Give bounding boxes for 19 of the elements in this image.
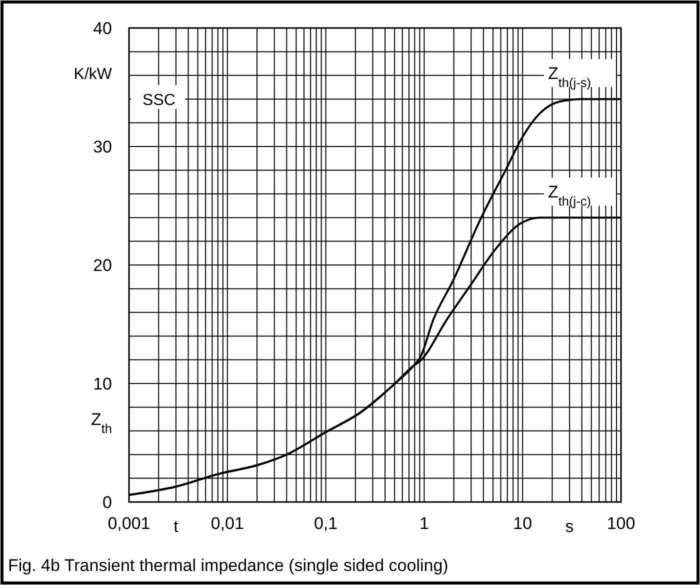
y-tick-label: 20: [93, 256, 112, 275]
x-axis-title: t: [174, 517, 179, 536]
y-axis-title: Z$_{th}$: [90, 410, 112, 436]
y-tick-label: 40: [93, 19, 112, 38]
series-label: Z$_{th(j-s)}$: [548, 64, 591, 90]
x-tick-label: 1: [419, 514, 429, 533]
text: Fig. 4b Transient thermal impedance (single sided cooling): [8, 556, 448, 575]
x-tick-label: 0,01: [210, 514, 244, 533]
x-tick-label: 0,001: [108, 514, 150, 533]
series-label: Z$_{th(j-c)}$: [548, 182, 591, 208]
y-tick-label: 0: [102, 493, 112, 512]
y-tick-label: 30: [93, 138, 112, 156]
text: s: [565, 517, 574, 536]
annotation: SSC: [142, 92, 176, 109]
x-tick-label: 10: [513, 514, 532, 533]
x-tick-label: 100: [606, 514, 636, 533]
y-tick-label: 10: [93, 374, 112, 394]
text: K/kW: [74, 66, 113, 83]
x-tick-label: 0,1: [314, 514, 338, 533]
